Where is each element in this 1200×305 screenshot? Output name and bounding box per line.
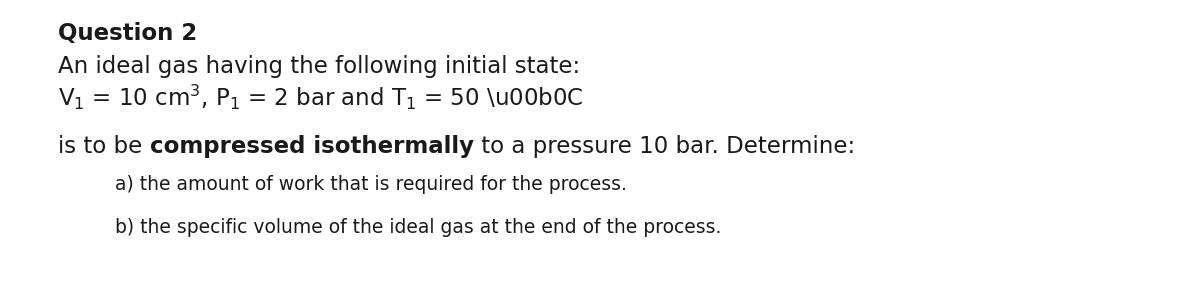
Text: b) the specific volume of the ideal gas at the end of the process.: b) the specific volume of the ideal gas … xyxy=(115,218,721,237)
Text: compressed isothermally: compressed isothermally xyxy=(150,135,474,158)
Text: to a pressure 10 bar. Determine:: to a pressure 10 bar. Determine: xyxy=(474,135,854,158)
Text: a) the amount of work that is required for the process.: a) the amount of work that is required f… xyxy=(115,175,626,194)
Text: is to be: is to be xyxy=(58,135,150,158)
Text: An ideal gas having the following initial state:: An ideal gas having the following initia… xyxy=(58,55,580,78)
Text: V$_1$ = 10 cm$^3$, P$_1$ = 2 bar and T$_1$ = 50 \u00b0C: V$_1$ = 10 cm$^3$, P$_1$ = 2 bar and T$_… xyxy=(58,83,583,112)
Text: Question 2: Question 2 xyxy=(58,22,197,45)
